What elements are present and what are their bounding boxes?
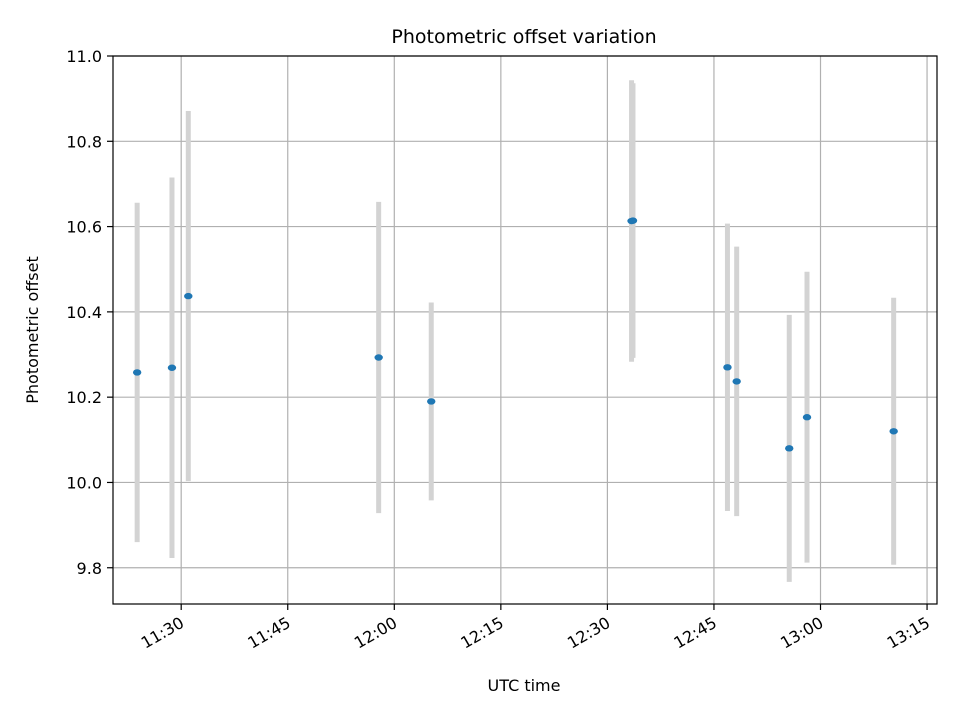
data-points: [132, 217, 898, 452]
data-point: [732, 378, 741, 385]
error-bars: [134, 80, 897, 582]
axis-ticks: 9.8 10.0 10.2 10.4 10.6 10.8 11.0 11:30 11:45 12:…: [66, 47, 933, 653]
data-point: [889, 428, 898, 435]
data-point: [132, 369, 142, 376]
x-tick-label: 12:45: [671, 613, 720, 653]
x-tick-label: 12:30: [564, 613, 613, 653]
data-point: [184, 292, 193, 300]
x-tick-label: 13:15: [884, 613, 933, 653]
x-tick-label: 11:30: [138, 613, 187, 653]
data-point: [427, 398, 436, 405]
data-point: [628, 217, 638, 224]
y-tick-label: 10.6: [66, 218, 102, 237]
plot-area-frame: [112, 55, 938, 605]
x-tick-label: 13:00: [777, 613, 826, 653]
x-tick-label: 12:00: [351, 613, 400, 653]
data-point: [374, 354, 383, 361]
data-point: [802, 414, 812, 421]
data-point: [167, 364, 177, 371]
chart-title: Photometric offset variation: [391, 26, 656, 48]
y-tick-label: 10.8: [66, 132, 102, 151]
y-tick-label: 11.0: [66, 47, 102, 66]
grid-lines: [113, 55, 937, 604]
x-tick-label: 12:15: [457, 613, 506, 653]
y-tick-label: 10.0: [66, 473, 102, 492]
x-axis-label: UTC time: [488, 676, 561, 695]
y-tick-label: 9.8: [77, 559, 102, 578]
y-tick-label: 10.2: [66, 388, 102, 407]
y-axis-label: Photometric offset: [23, 256, 42, 404]
y-tick-label: 10.4: [66, 303, 102, 322]
data-point: [785, 445, 794, 452]
x-tick-label: 11:45: [244, 613, 293, 653]
data-point: [723, 364, 732, 371]
